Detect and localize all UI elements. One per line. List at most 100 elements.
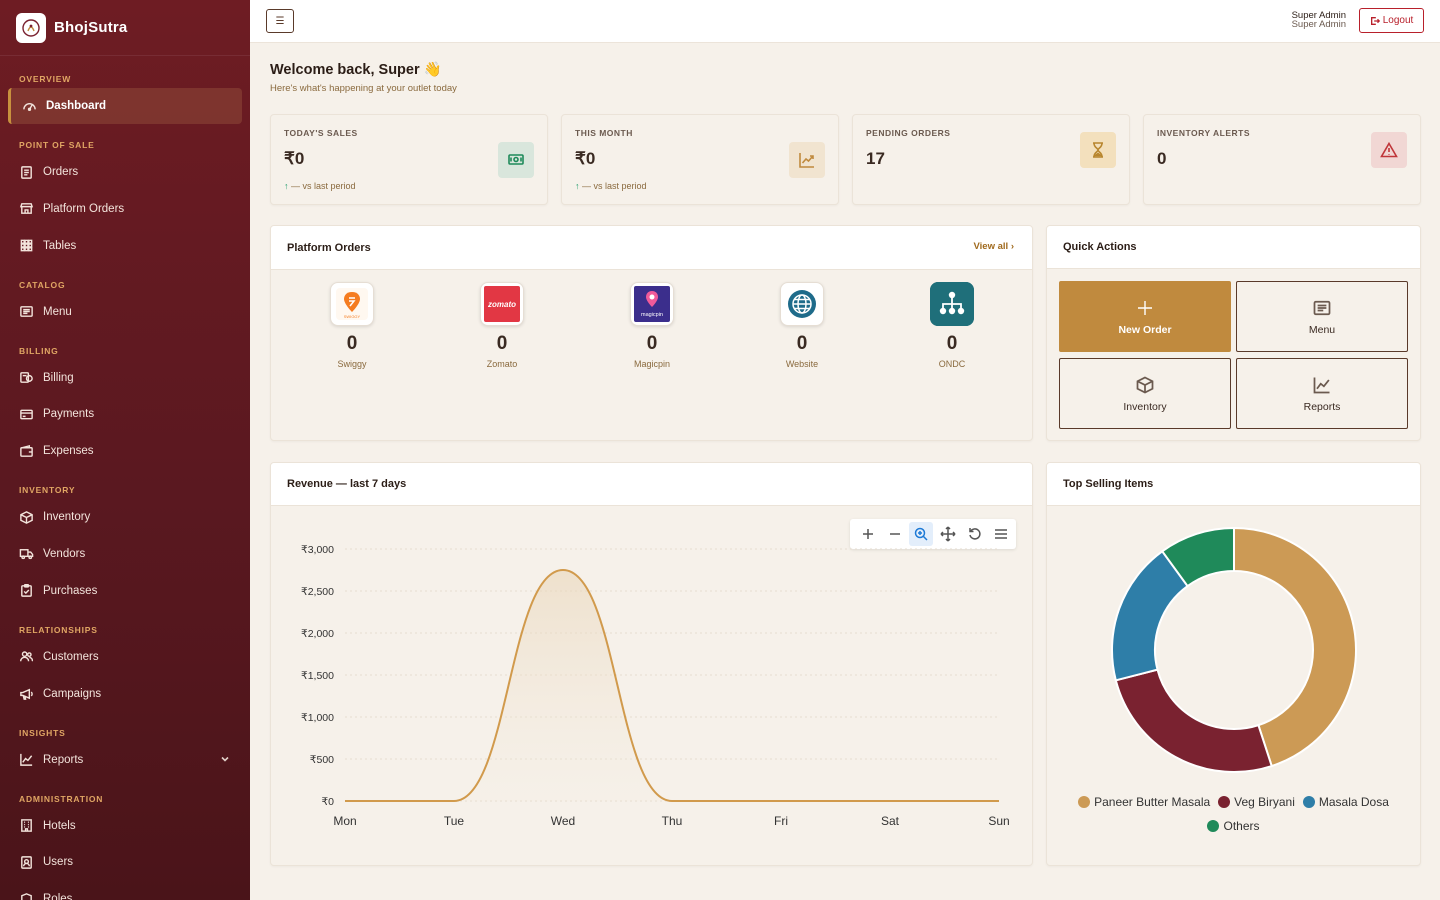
- sidebar-item-users[interactable]: Users: [0, 844, 250, 880]
- platform-orders-panel: Platform Orders View all › SWIGGY 0 Swiggy…: [270, 225, 1033, 441]
- platform-name: ONDC: [938, 359, 966, 369]
- donut-slice-others[interactable]: [1160, 526, 1235, 588]
- legend-label: Veg Biryani: [1234, 795, 1295, 809]
- pan-button[interactable]: [936, 522, 960, 546]
- sidebar-item-reports[interactable]: Reports: [0, 742, 250, 778]
- stat-card-this-month: THIS MONTH ₹0 ↑ — vs last period: [561, 114, 839, 205]
- platform-name: Swiggy: [337, 359, 367, 369]
- x-tick-label: Wed: [551, 814, 575, 828]
- svg-text:SWIGGY: SWIGGY: [344, 314, 361, 319]
- zoom-in-button[interactable]: [856, 522, 880, 546]
- logout-button[interactable]: Logout: [1359, 8, 1424, 33]
- view-all-link[interactable]: View all ›: [973, 241, 1015, 252]
- sidebar-item-customers[interactable]: Customers: [0, 639, 250, 675]
- donut-slice-veg-biryani[interactable]: [1114, 668, 1273, 773]
- building-icon: [21, 819, 32, 832]
- chevron-down-icon: [221, 756, 229, 762]
- sidebar-item-tables[interactable]: Tables: [0, 228, 250, 264]
- legend-row: Others: [1047, 818, 1420, 834]
- legend-label: Masala Dosa: [1318, 795, 1389, 809]
- platform-logo: zomato: [480, 282, 524, 326]
- legend-item-paneer-butter-masala[interactable]: Paneer Butter Masala: [1078, 795, 1210, 809]
- reset-icon: [968, 528, 981, 540]
- legend-label: Paneer Butter Masala: [1094, 795, 1211, 809]
- quick-actions-panel: Quick Actions New Order Menu Inventory Repo…: [1046, 225, 1421, 441]
- trend-up-arrow-icon: ↑: [284, 181, 289, 191]
- stat-label: INVENTORY ALERTS: [1157, 128, 1251, 138]
- platform-zomato[interactable]: zomato 0 Zomato: [457, 282, 547, 369]
- sidebar-item-vendors[interactable]: Vendors: [0, 536, 250, 572]
- sidebar-item-orders[interactable]: Orders: [0, 154, 250, 190]
- quick-action-reports[interactable]: Reports: [1236, 358, 1408, 429]
- selection-zoom-button[interactable]: [909, 522, 934, 546]
- hourglass-icon: [1093, 142, 1103, 158]
- sidebar-item-label: Campaigns: [43, 687, 102, 700]
- sidebar-item-campaigns[interactable]: Campaigns: [0, 676, 250, 712]
- x-tick-label: Sat: [881, 814, 900, 828]
- zoom-out-button[interactable]: [883, 522, 907, 546]
- sidebar-item-label: Orders: [43, 166, 79, 178]
- y-tick-label: ₹0: [321, 796, 334, 808]
- menu-toggle-button[interactable]: ☰: [266, 9, 294, 33]
- quick-action-menu[interactable]: Menu: [1236, 281, 1408, 352]
- chevron-down-icon-wrap[interactable]: [220, 754, 230, 764]
- legend-item-masala-dosa[interactable]: Masala Dosa: [1302, 795, 1389, 809]
- platform-magicpin[interactable]: magicpin 0 Magicpin: [607, 282, 697, 369]
- quick-action-inventory[interactable]: Inventory: [1059, 358, 1231, 429]
- nav-section-catalog: CATALOG: [19, 279, 66, 290]
- sidebar-item-menu[interactable]: Menu: [0, 294, 250, 330]
- sidebar-item-label: Expenses: [43, 445, 94, 458]
- top-selling-panel: Top Selling Items Paneer Butter Masala Ve…: [1046, 462, 1421, 866]
- brand-logo-icon: [16, 12, 46, 43]
- platform-ondc[interactable]: 0 ONDC: [907, 282, 997, 369]
- sidebar-item-hotels[interactable]: Hotels: [0, 808, 250, 844]
- sidebar-item-payments[interactable]: Payments: [0, 396, 250, 432]
- chart-menu-button[interactable]: [989, 522, 1013, 546]
- sidebar-item-inventory[interactable]: Inventory: [0, 499, 250, 535]
- swiggy-logo-icon: SWIGGY: [336, 288, 368, 320]
- truck-icon: [19, 549, 34, 560]
- platform-name: Website: [785, 359, 819, 369]
- platform-list: SWIGGY 0 Swiggy zomato 0 Zomato magicpin 0 Magic…: [271, 270, 1032, 440]
- platform-website[interactable]: 0 Website: [757, 282, 847, 369]
- legend-item-others[interactable]: Others: [1207, 819, 1260, 833]
- donut-slice-paneer-butter-masala[interactable]: [1233, 526, 1357, 768]
- users-icon-wrap: [19, 649, 34, 664]
- store-icon-wrap: [19, 201, 34, 216]
- brand[interactable]: BhojSutra: [0, 0, 250, 56]
- logout-label: Logout: [1382, 15, 1414, 26]
- cash-icon: [508, 154, 524, 165]
- shield-icon-wrap: [19, 892, 34, 900]
- legend-dot: [1207, 820, 1220, 832]
- shield-icon: [21, 892, 32, 900]
- hamburger-icon: ☰: [275, 15, 285, 27]
- trend-up-icon: [799, 153, 814, 168]
- stat-value: 17: [866, 149, 885, 168]
- revenue-title: Revenue — last 7 days: [287, 478, 407, 490]
- page-subtitle: Here's what's happening at your outlet t…: [270, 83, 457, 94]
- platform-logo: [780, 282, 824, 326]
- warning-icon: [1380, 141, 1398, 158]
- platform-logo: magicpin: [630, 282, 674, 326]
- user-role: Super Admin: [1291, 19, 1346, 30]
- user-info[interactable]: Super Admin Super Admin: [1291, 11, 1346, 30]
- sidebar-item-dashboard[interactable]: Dashboard: [8, 88, 242, 124]
- receipt-icon: [21, 165, 32, 179]
- stat-value: 0: [1157, 149, 1167, 168]
- sidebar-item-platform-orders[interactable]: Platform Orders: [0, 191, 250, 227]
- y-tick-label: ₹3,000: [301, 544, 334, 556]
- sidebar-item-roles[interactable]: Roles: [0, 881, 250, 900]
- sidebar-item-purchases[interactable]: Purchases: [0, 573, 250, 609]
- sidebar-item-label: Roles: [43, 893, 73, 900]
- legend-item-veg-biryani[interactable]: Veg Biryani: [1218, 795, 1295, 809]
- building-icon-wrap: [19, 818, 34, 833]
- magicpin-logo-icon: magicpin: [634, 286, 670, 322]
- sidebar-item-billing[interactable]: Billing: [0, 360, 250, 396]
- stat-value: ₹0: [284, 149, 305, 168]
- sidebar-item-expenses[interactable]: Expenses: [0, 433, 250, 469]
- donut-legend: Paneer Butter Masala Veg Biryani Masala Do…: [1047, 794, 1420, 842]
- quick-action-new-order[interactable]: New Order: [1059, 281, 1231, 352]
- platform-swiggy[interactable]: SWIGGY 0 Swiggy: [307, 282, 397, 369]
- y-tick-label: ₹1,500: [301, 670, 334, 682]
- reset-zoom-button[interactable]: [963, 522, 987, 546]
